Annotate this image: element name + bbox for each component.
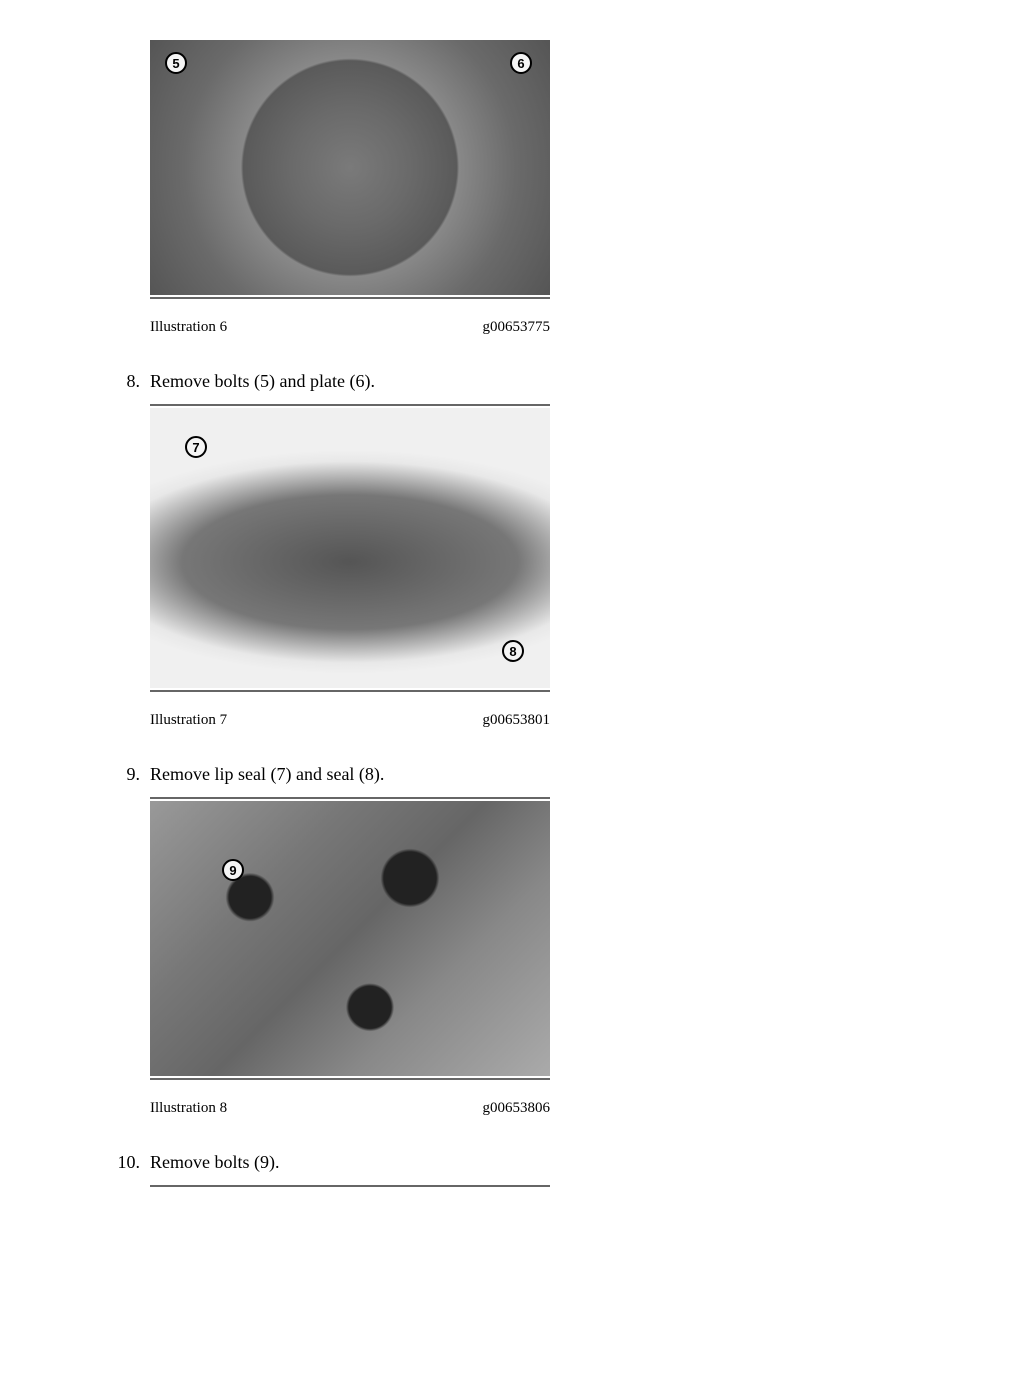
divider [150,690,550,692]
illustration-code: g00653806 [483,1100,551,1117]
divider [150,404,550,406]
step-8: 8. Remove bolts (5) and plate (6). [100,371,924,392]
step-text: Remove bolts (9). [150,1152,924,1173]
step-number: 8. [100,371,150,392]
callout-7: 7 [185,436,207,458]
divider [150,297,550,299]
figure-block-8: 9 Illustration 8 g00653806 [150,797,924,1137]
step-number: 9. [100,764,150,785]
illustration-label: Illustration 6 [150,319,227,336]
step-9: 9. Remove lip seal (7) and seal (8). [100,764,924,785]
step-text: Remove lip seal (7) and seal (8). [150,764,924,785]
divider [150,1078,550,1080]
step-text: Remove bolts (5) and plate (6). [150,371,924,392]
illustration-8-image: 9 [150,801,550,1076]
callout-8: 8 [502,640,524,662]
illustration-code: g00653801 [483,712,551,729]
trailing-divider-block [150,1185,924,1187]
divider [150,1185,550,1187]
illustration-7-image: 7 8 [150,408,550,688]
callout-9: 9 [222,859,244,881]
caption-row-8: Illustration 8 g00653806 [150,1082,550,1137]
caption-row-6: Illustration 6 g00653775 [150,301,550,356]
callout-6: 6 [510,52,532,74]
figure-block-6: 5 6 Illustration 6 g00653775 [150,40,924,356]
divider [150,797,550,799]
figure-block-7: 7 8 Illustration 7 g00653801 [150,404,924,749]
illustration-6-image: 5 6 [150,40,550,295]
step-number: 10. [100,1152,150,1173]
illustration-code: g00653775 [483,319,551,336]
step-10: 10. Remove bolts (9). [100,1152,924,1173]
illustration-label: Illustration 7 [150,712,227,729]
caption-row-7: Illustration 7 g00653801 [150,694,550,749]
illustration-label: Illustration 8 [150,1100,227,1117]
callout-5: 5 [165,52,187,74]
